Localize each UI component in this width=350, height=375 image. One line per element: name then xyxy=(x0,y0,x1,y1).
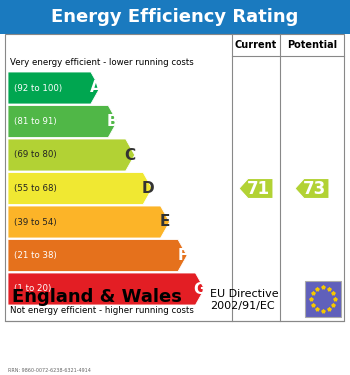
Polygon shape xyxy=(295,178,329,198)
Polygon shape xyxy=(8,206,170,238)
Polygon shape xyxy=(8,139,135,171)
Text: F: F xyxy=(177,248,188,263)
Text: EU Directive: EU Directive xyxy=(210,289,279,299)
Polygon shape xyxy=(239,178,273,198)
Text: G: G xyxy=(194,282,206,297)
Text: 2002/91/EC: 2002/91/EC xyxy=(210,301,275,310)
Bar xyxy=(5,34,344,321)
Text: (92 to 100): (92 to 100) xyxy=(14,84,62,93)
Polygon shape xyxy=(8,72,100,104)
Text: C: C xyxy=(125,147,136,162)
Text: (55 to 68): (55 to 68) xyxy=(14,184,57,193)
Text: D: D xyxy=(141,181,154,196)
Text: B: B xyxy=(107,114,119,129)
Text: Potential: Potential xyxy=(287,40,337,50)
Polygon shape xyxy=(8,172,152,204)
Text: 71: 71 xyxy=(247,180,270,198)
Polygon shape xyxy=(8,240,187,272)
Text: A: A xyxy=(90,81,101,96)
Bar xyxy=(0,0,350,34)
Text: England & Wales: England & Wales xyxy=(12,288,182,306)
Bar xyxy=(305,281,341,317)
Text: Not energy efficient - higher running costs: Not energy efficient - higher running co… xyxy=(10,306,194,315)
Text: (1 to 20): (1 to 20) xyxy=(14,285,51,294)
Text: (21 to 38): (21 to 38) xyxy=(14,251,57,260)
Polygon shape xyxy=(8,105,117,138)
Text: (39 to 54): (39 to 54) xyxy=(14,217,57,226)
Text: E: E xyxy=(160,214,170,230)
Polygon shape xyxy=(8,273,204,305)
Text: 73: 73 xyxy=(303,180,326,198)
Text: Very energy efficient - lower running costs: Very energy efficient - lower running co… xyxy=(10,58,194,67)
Text: (69 to 80): (69 to 80) xyxy=(14,150,57,159)
Text: (81 to 91): (81 to 91) xyxy=(14,117,57,126)
Text: Current: Current xyxy=(235,40,277,50)
Text: Energy Efficiency Rating: Energy Efficiency Rating xyxy=(51,8,299,26)
Text: RRN: 9860-0072-6238-6321-4914: RRN: 9860-0072-6238-6321-4914 xyxy=(8,368,91,372)
